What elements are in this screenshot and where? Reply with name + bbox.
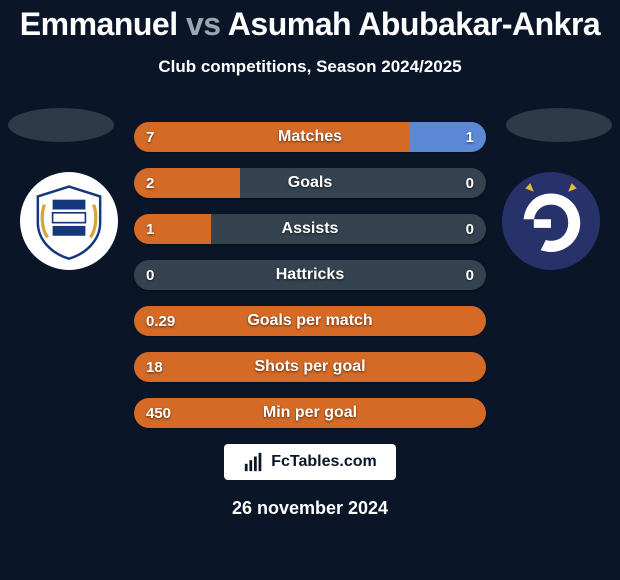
club-left-badge: [20, 172, 118, 270]
player2-silhouette-icon: [506, 108, 612, 142]
stat-bar-right: [409, 122, 486, 152]
stat-row: Assists10: [134, 214, 486, 244]
stat-row: Hattricks00: [134, 260, 486, 290]
stat-bar-left: [134, 306, 486, 336]
player1-silhouette-icon: [8, 108, 114, 142]
page-title: Emmanuel vs Asumah Abubakar-Ankra: [0, 6, 620, 43]
brand-badge: FcTables.com: [224, 444, 396, 480]
fc-zurich-icon: [28, 180, 110, 262]
stat-row: Min per goal450: [134, 398, 486, 428]
stat-row: Goals20: [134, 168, 486, 198]
subtitle: Club competitions, Season 2024/2025: [0, 57, 620, 77]
stat-bar-empty: [134, 260, 486, 290]
stat-bar-left: [134, 122, 409, 152]
stat-bar-left: [134, 168, 240, 198]
stat-bar-empty: [211, 214, 486, 244]
stat-bar-empty: [240, 168, 486, 198]
stat-bar-left: [134, 214, 211, 244]
chart-icon: [243, 451, 265, 473]
stat-bar-left: [134, 398, 486, 428]
footer-date: 26 november 2024: [0, 498, 620, 519]
stat-row: Goals per match0.29: [134, 306, 486, 336]
grasshopper-icon: [508, 178, 594, 264]
stat-row: Matches71: [134, 122, 486, 152]
brand-text: FcTables.com: [271, 453, 377, 471]
stat-bar-left: [134, 352, 486, 382]
comparison-card: Emmanuel vs Asumah Abubakar-Ankra Club c…: [0, 0, 620, 580]
stat-rows: Matches71 Goals20 Assists10 Hattricks00 Goal…: [134, 122, 486, 444]
club-right-badge: [502, 172, 600, 270]
stat-row: Shots per goal18: [134, 352, 486, 382]
player1-name: Emmanuel: [20, 6, 178, 42]
player2-name: Asumah Abubakar-Ankra: [228, 6, 600, 42]
vs-text: vs: [186, 6, 221, 42]
